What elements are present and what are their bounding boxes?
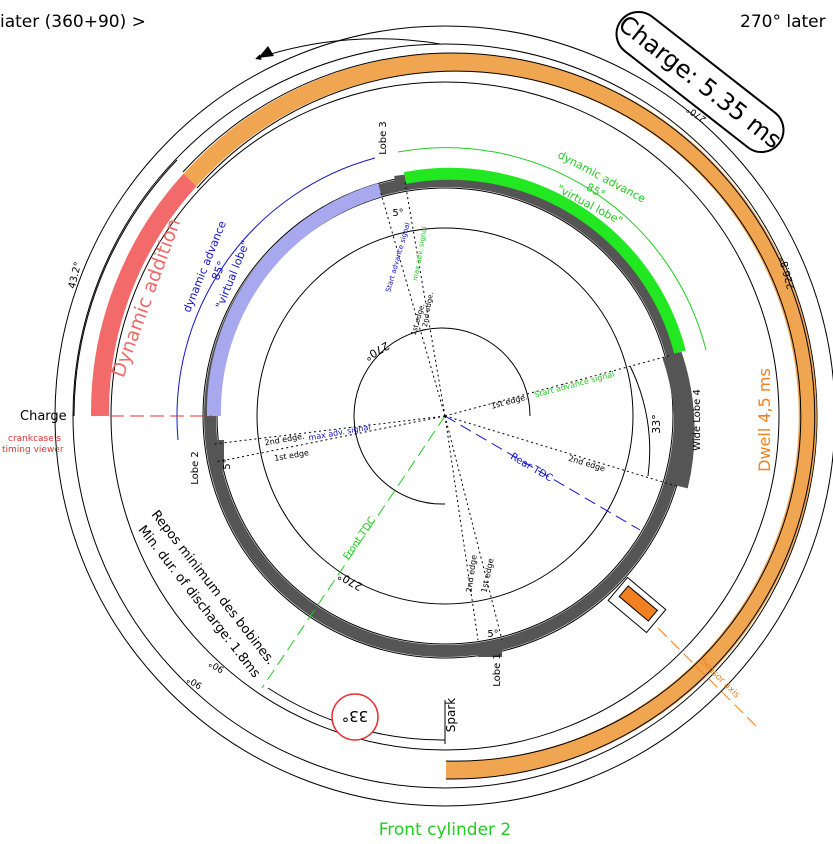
charge-arc (73, 159, 178, 417)
outer-circle-1 (54, 25, 833, 807)
lobe-3-label: Lobe 3 (378, 121, 389, 155)
angle-270-inner-bottom: 270° (336, 569, 365, 594)
rotation-arrow (255, 38, 441, 60)
top-left-label: iater (360+90) > (0, 12, 146, 32)
repos-line-1: Repos minimum des bobines. (148, 508, 278, 668)
spark-angle-text: 33° (342, 707, 369, 725)
sensor-axis-line (619, 589, 761, 731)
right-second-edge: 2nd edge (567, 454, 606, 474)
angle-33-arc (629, 365, 651, 477)
dwell-label: Dwell 4,5 ms (755, 368, 774, 472)
front-cylinder-label: Front cylinder 2 (379, 820, 512, 840)
angle-5-left: 5° (222, 458, 233, 469)
left-first-edge: 1st edge (274, 448, 310, 463)
spark-angle-circle (331, 693, 379, 741)
blue-advance-arc (176, 157, 376, 441)
edge-line-left-1 (213, 415, 446, 445)
edge-line-right-1 (444, 354, 673, 417)
lobe-4-bump (662, 351, 695, 489)
rear-tdc-line (444, 415, 641, 531)
angle-90-b: 90° (186, 673, 205, 690)
angle-5-top: 5° (392, 208, 403, 219)
lobe-1-label: Lobe 1 (492, 653, 503, 687)
angle-270-inner-top: 270° (362, 339, 391, 364)
rear-tdc-label: Rear TDC (508, 451, 554, 484)
angle-33-label: 33° (650, 414, 663, 434)
front-tdc-line (261, 415, 446, 689)
crankcase-label-1: crankcase's (8, 434, 61, 444)
lobe-4-label: Wide Lobe 4 (692, 389, 703, 451)
edge-line-left-2 (215, 415, 446, 463)
top-second-edge: 2nd edge. (421, 292, 435, 328)
virtual-lobe-green (403, 167, 686, 354)
dynamic-addition-arc (90, 173, 197, 417)
rotation-arrow-head (258, 46, 274, 58)
trigger-wheel-inner (216, 187, 674, 645)
inner-arc-270 (353, 327, 531, 505)
left-max-adv: max adv. signal (308, 423, 371, 443)
inner-circle-1 (256, 227, 634, 605)
right-start-adv: Start advance signal (533, 370, 615, 400)
lobe-2-label: Lobe 2 (190, 451, 201, 485)
green-advance-arc (397, 147, 707, 351)
edge-line-right-2 (444, 415, 677, 487)
edge-line-top-1 (379, 189, 446, 417)
edge-line-bottom-2 (444, 415, 503, 641)
front-tdc-label: Front TDC (342, 515, 379, 562)
charge-side-label: Charge (20, 409, 67, 424)
crankcase-label-2: timing viewer (2, 445, 64, 455)
dwell-arc (183, 53, 817, 780)
spark-label: Spark (444, 698, 458, 733)
sensor (607, 576, 667, 634)
left-second-edge: 2nd edge. (264, 432, 305, 448)
top-max-adv: max adv. signal (411, 226, 428, 282)
dwell-arc-outline-outer (182, 52, 816, 780)
right-first-edge: 1st edge. (490, 392, 529, 410)
top-start-adv: Start advance signal (384, 222, 412, 293)
virtual-lobe-blue (206, 183, 382, 417)
dwell-arc-outline-inner (196, 70, 802, 762)
angle-5-bottom: 5° (487, 629, 498, 640)
lobe-1-bump (478, 645, 502, 657)
outer-circle-2 (72, 43, 818, 789)
charge-badge-frame (615, 10, 785, 154)
lobe-2-bump (212, 440, 224, 470)
top-right-label: 270° later (740, 12, 826, 32)
